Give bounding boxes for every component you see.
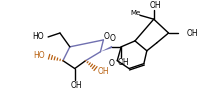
Text: OH: OH: [97, 67, 109, 76]
Text: HO: HO: [32, 32, 44, 42]
Text: OH: OH: [149, 1, 161, 10]
Polygon shape: [100, 46, 112, 52]
Text: Me: Me: [130, 10, 140, 16]
Text: O: O: [109, 34, 115, 43]
Text: O: O: [108, 59, 114, 68]
Text: OH: OH: [71, 81, 82, 90]
Text: OH: OH: [185, 29, 197, 38]
Text: O: O: [103, 32, 109, 42]
Text: OH: OH: [117, 58, 128, 67]
Text: HO: HO: [33, 51, 45, 60]
